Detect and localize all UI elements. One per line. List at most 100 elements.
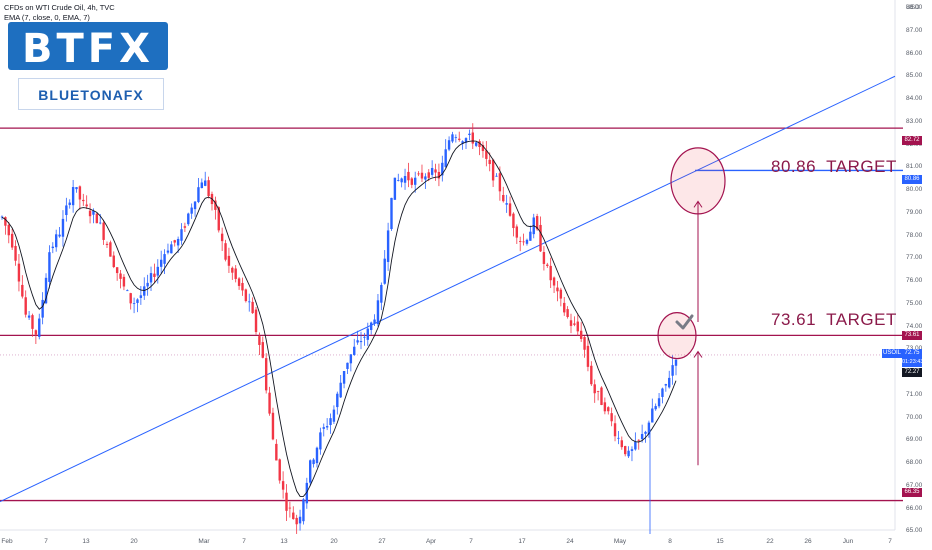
candle-body bbox=[481, 145, 485, 152]
ema-line bbox=[1, 140, 677, 497]
candle-body bbox=[651, 408, 654, 423]
time-tick: 15 bbox=[716, 538, 724, 545]
candle-body bbox=[99, 222, 102, 224]
candle-body bbox=[414, 177, 417, 185]
candle-body bbox=[424, 176, 427, 180]
candle-body bbox=[17, 263, 21, 282]
time-tick: 27 bbox=[378, 538, 386, 545]
candle-body bbox=[193, 201, 197, 210]
symbol-badge[interactable]: USOIL bbox=[882, 349, 902, 358]
candle-body bbox=[48, 252, 51, 282]
candle-body bbox=[539, 224, 542, 252]
candle-body bbox=[88, 210, 92, 217]
candle-body bbox=[519, 241, 522, 242]
indicator-label[interactable]: EMA (7, close, 0, EMA, 7) bbox=[4, 13, 90, 22]
candle-body bbox=[92, 210, 95, 215]
candle-body bbox=[613, 423, 617, 437]
price-tick: 74.00 bbox=[906, 322, 923, 330]
candle-body bbox=[102, 222, 105, 240]
candle-body bbox=[281, 481, 285, 490]
candle-body bbox=[7, 224, 10, 236]
candle-body bbox=[122, 276, 126, 287]
candle-body bbox=[674, 359, 678, 366]
grid bbox=[0, 0, 896, 531]
candle-body bbox=[583, 337, 586, 350]
candle-body bbox=[549, 265, 552, 281]
candle-body bbox=[563, 302, 566, 313]
candle-body bbox=[58, 234, 61, 237]
candle-body bbox=[420, 172, 424, 179]
candle-body bbox=[214, 200, 217, 210]
candle-body bbox=[390, 197, 393, 230]
candle-body bbox=[312, 459, 315, 465]
candle-body bbox=[183, 226, 187, 228]
candle-body bbox=[85, 204, 88, 207]
candle-body bbox=[292, 512, 295, 520]
horizontal-levels bbox=[0, 127, 903, 502]
candle-body bbox=[596, 391, 600, 392]
candle-body bbox=[386, 230, 390, 262]
time-tick: 7 bbox=[469, 538, 473, 545]
time-tick: 8 bbox=[668, 538, 672, 545]
time-tick: 20 bbox=[330, 538, 338, 545]
candles bbox=[0, 123, 678, 534]
candle-body bbox=[644, 431, 647, 434]
time-tick: 20 bbox=[130, 538, 138, 545]
price-tick: 66.00 bbox=[906, 504, 923, 512]
candle-body bbox=[329, 418, 332, 426]
price-tick: 80.00 bbox=[906, 186, 923, 193]
candle-body bbox=[325, 426, 329, 428]
candle-body bbox=[166, 250, 170, 253]
candle-body bbox=[190, 207, 193, 214]
candle-body bbox=[444, 149, 447, 167]
candle-body bbox=[204, 180, 207, 186]
price-tick: 73.00 bbox=[906, 345, 922, 352]
candle-body bbox=[437, 171, 441, 179]
time-tick: 7 bbox=[242, 538, 246, 545]
candle-body bbox=[373, 319, 376, 324]
lower-arrow-head bbox=[693, 350, 703, 358]
candle-body bbox=[586, 345, 590, 367]
candle-body bbox=[288, 507, 292, 509]
candle-body bbox=[617, 437, 620, 439]
candle-body bbox=[258, 336, 261, 345]
price-tick: 83.00 bbox=[906, 117, 923, 125]
price-tick: 81.00 bbox=[906, 163, 923, 171]
candle-body bbox=[522, 241, 525, 243]
candle-body bbox=[397, 180, 400, 181]
candle-body bbox=[566, 309, 569, 318]
candle-body bbox=[417, 173, 420, 175]
candle-body bbox=[458, 138, 461, 140]
time-tick: 7 bbox=[44, 538, 48, 545]
candle-body bbox=[21, 284, 24, 297]
candle-body bbox=[512, 213, 515, 229]
rising-trendline bbox=[0, 75, 896, 503]
candle-body bbox=[454, 137, 458, 139]
candle-body bbox=[332, 409, 336, 422]
candle-body bbox=[556, 287, 559, 292]
candle-body bbox=[546, 264, 549, 266]
candle-body bbox=[200, 182, 204, 189]
btfx-logo-text: BTFX bbox=[22, 26, 154, 72]
price-tick: 88.00 bbox=[906, 4, 923, 11]
chart-title: CFDs on WTI Crude Oil, 4h, TVC bbox=[4, 3, 115, 12]
candle-body bbox=[61, 218, 65, 237]
candle-body bbox=[349, 354, 353, 364]
candle-body bbox=[95, 213, 99, 224]
candle-body bbox=[41, 299, 44, 318]
candle-body bbox=[14, 245, 17, 261]
candle-body bbox=[298, 516, 302, 524]
price-tick: 86.00 bbox=[906, 49, 923, 57]
price-tick: 78.00 bbox=[906, 231, 923, 239]
candle-body bbox=[180, 229, 183, 241]
candle-body bbox=[38, 318, 41, 337]
price-tick: 75.00 bbox=[906, 299, 923, 307]
candle-body bbox=[640, 434, 644, 440]
candle-body bbox=[447, 140, 451, 150]
candle-body bbox=[285, 492, 288, 511]
candle-body bbox=[254, 309, 258, 333]
candle-body bbox=[156, 266, 159, 276]
candle-body bbox=[647, 422, 651, 435]
